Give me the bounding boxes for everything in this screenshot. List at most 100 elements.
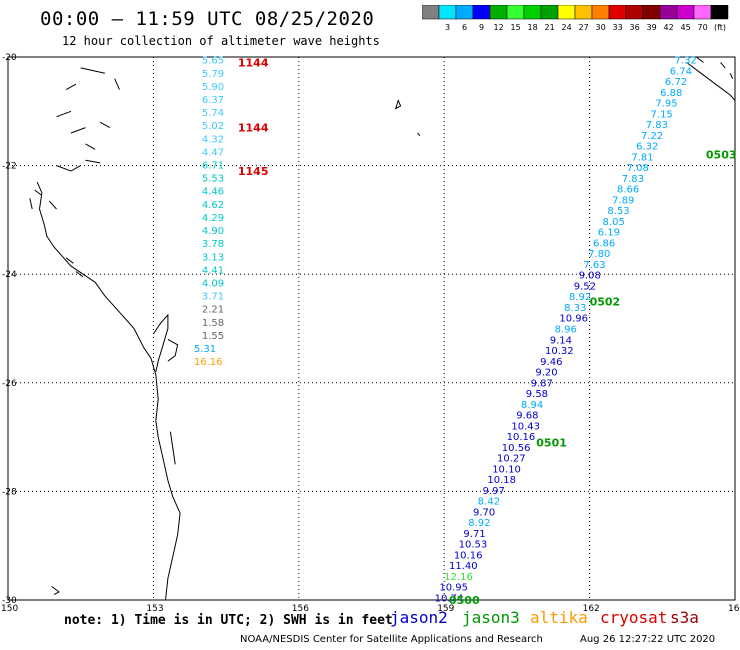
pass-time-label: 0503 — [706, 149, 737, 162]
wave-height-label: 3.71 — [202, 292, 224, 303]
lon-tick-label: 165 — [728, 604, 740, 614]
legend-jason2: jason2 — [390, 608, 448, 627]
wave-height-label: 6.86 — [593, 238, 615, 249]
map-frame — [7, 56, 736, 601]
scale-swatch — [710, 5, 729, 20]
wave-height-label: 7.15 — [651, 109, 673, 120]
coastline — [29, 56, 736, 601]
lat-tick-label: -28 — [2, 487, 17, 497]
scale-label: 42 — [664, 23, 674, 32]
wave-height-label: 7.80 — [588, 249, 610, 260]
lon-tick-label: 153 — [146, 604, 163, 614]
wave-height-label: 16.16 — [194, 357, 223, 368]
wave-height-label: 10.32 — [545, 346, 574, 357]
lat-tick-label: -22 — [2, 162, 17, 172]
wave-height-label: 10.16 — [507, 432, 536, 443]
lon-tick-label: 162 — [583, 604, 600, 614]
scale-label: 6 — [462, 23, 467, 32]
wave-height-label: 10.74 — [435, 593, 464, 604]
scale-swatch — [557, 5, 576, 20]
wave-height-label: 5.53 — [202, 174, 224, 185]
wave-height-label: 6.37 — [202, 95, 224, 106]
timestamp: Aug 26 12:27:22 UTC 2020 — [580, 634, 716, 645]
wave-height-label: 9.58 — [526, 389, 548, 400]
wave-height-label: 9.14 — [550, 335, 572, 346]
lat-tick-label: -26 — [2, 379, 17, 389]
lat-tick-label: -20 — [2, 53, 17, 63]
scale-unit: (ft) — [714, 23, 726, 32]
scale-swatch — [506, 5, 525, 20]
wave-height-label: 9.46 — [540, 357, 562, 368]
pass-time-label: 0500 — [449, 594, 480, 607]
pass-time-label: 1145 — [238, 165, 269, 178]
wave-height-label: 9.68 — [516, 411, 538, 422]
scale-label: 12 — [494, 23, 504, 32]
scale-swatch — [676, 5, 695, 20]
wave-height-label: 5.31 — [194, 344, 216, 355]
scale-swatch — [574, 5, 593, 20]
lat-tick-label: -30 — [2, 596, 17, 606]
pass-time-label: 1144 — [238, 56, 269, 69]
color-scale-legend: 3 6 9 12 15 18 21 24 27 30 33 36 39 42 45 70 (ft) — [422, 5, 729, 32]
wave-height-label: 4.62 — [202, 200, 224, 211]
scale-label: 33 — [613, 23, 623, 32]
scale-swatch — [455, 5, 474, 20]
scale-swatch — [659, 5, 678, 20]
legend-s3a: s3a — [670, 608, 699, 627]
scale-label: 18 — [528, 23, 538, 32]
scale-label: 24 — [562, 23, 572, 32]
wave-height-label: 11.40 — [449, 561, 478, 572]
wave-height-label: 4.46 — [202, 187, 224, 198]
wave-height-label: 9.52 — [574, 281, 596, 292]
wave-height-label: 4.32 — [202, 134, 224, 145]
legend-altika: altika — [530, 608, 588, 627]
wave-height-label: 9.97 — [483, 486, 505, 497]
wave-height-label: 5.02 — [202, 121, 224, 132]
credit-line: NOAA/NESDIS Center for Satellite Applica… — [240, 634, 543, 645]
wave-height-label: 7.32 — [675, 56, 697, 67]
lon-tick-label: 156 — [292, 604, 309, 614]
wave-height-label: 4.90 — [202, 226, 224, 237]
wave-height-label: 9.71 — [463, 529, 485, 540]
wave-height-label: 8.05 — [603, 217, 625, 228]
wave-height-label: 1.58 — [202, 318, 224, 329]
wave-height-label: 6.19 — [598, 228, 620, 239]
scale-swatch — [608, 5, 627, 20]
scale-label: 15 — [511, 23, 521, 32]
footnote: note: 1) Time is in UTC; 2) SWH is in fe… — [64, 613, 393, 628]
wave-height-label: 6.32 — [636, 142, 658, 153]
scale-swatch — [642, 5, 661, 20]
wave-height-label: 7.63 — [583, 260, 605, 271]
wave-height-label: 8.96 — [555, 325, 577, 336]
wave-height-label: 6.74 — [670, 66, 692, 77]
wave-height-label: 10.53 — [459, 540, 488, 551]
wave-height-label: 8.33 — [564, 303, 586, 314]
wave-height-label: 9.08 — [579, 271, 601, 282]
wave-height-label: 5.79 — [202, 69, 224, 80]
scale-swatch — [540, 5, 559, 20]
wave-height-label: 8.66 — [617, 185, 639, 196]
wave-height-label: 6.72 — [665, 77, 687, 88]
scale-swatch — [625, 5, 644, 20]
scale-label: 3 — [445, 23, 450, 32]
wave-height-label: 4.41 — [202, 265, 224, 276]
wave-height-label: 8.92 — [468, 518, 490, 529]
wave-height-label: 8.94 — [521, 400, 543, 411]
pass-time-label: 1144 — [238, 122, 269, 135]
wave-height-label: 8.53 — [607, 206, 629, 217]
scale-swatch — [422, 5, 440, 20]
wave-height-label: 8.42 — [478, 497, 500, 508]
wave-height-label: 5.90 — [202, 82, 224, 93]
wave-height-label: 10.43 — [511, 421, 540, 432]
wave-height-label: 7.95 — [655, 99, 677, 110]
lon-tick-label: 150 — [1, 604, 18, 614]
scale-swatch — [438, 5, 457, 20]
wave-height-label: 4.47 — [202, 147, 224, 158]
wave-height-label: 1.55 — [202, 331, 224, 342]
lat-tick-label: -24 — [2, 270, 17, 280]
wave-height-label: 9.70 — [473, 507, 495, 518]
wave-height-label: 9.20 — [535, 368, 557, 379]
wave-height-label: 7.83 — [646, 120, 668, 131]
scale-swatch — [523, 5, 542, 20]
